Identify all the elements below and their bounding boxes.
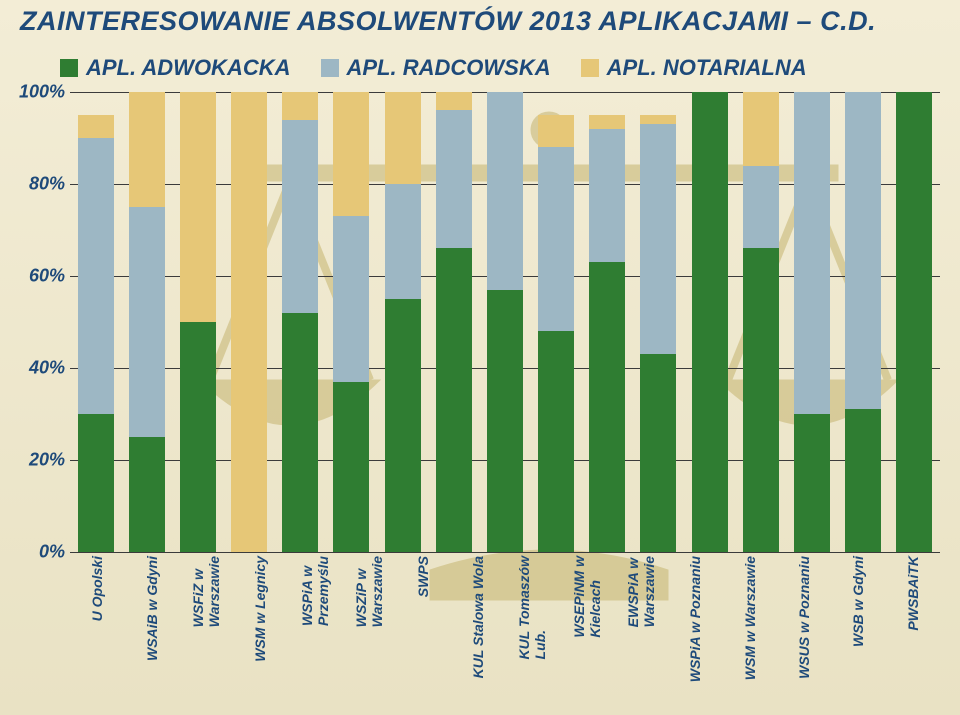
bar-column xyxy=(78,92,114,552)
bar-segment-radcowska xyxy=(78,138,114,414)
bar-segment-radcowska xyxy=(436,110,472,248)
bar-segment-radcowska xyxy=(845,92,881,409)
y-tick-label: 20% xyxy=(5,450,65,471)
bar-segment-adwokacka xyxy=(78,414,114,552)
bar-segment-adwokacka xyxy=(794,414,830,552)
x-tick-label: WSPiA w Poznaniu xyxy=(677,556,713,711)
x-tick-label: EWSPiA w Warszawie xyxy=(623,556,659,711)
legend-item: APL. RADCOWSKA xyxy=(321,55,551,81)
bar-segment-radcowska xyxy=(333,216,369,382)
bar-column xyxy=(845,92,881,552)
bar-segment-radcowska xyxy=(487,92,523,290)
legend-swatch xyxy=(60,59,78,77)
bar-column xyxy=(692,92,728,552)
legend-label: APL. ADWOKACKA xyxy=(86,55,291,81)
legend-swatch xyxy=(581,59,599,77)
legend-swatch xyxy=(321,59,339,77)
bar-column xyxy=(180,92,216,552)
bar-segment-adwokacka xyxy=(282,313,318,552)
bars-container xyxy=(70,92,940,552)
bar-segment-adwokacka xyxy=(385,299,421,552)
x-tick-label: WSAiB w Gdyni xyxy=(134,556,170,711)
bar-segment-radcowska xyxy=(282,120,318,313)
chart-title: ZAINTERESOWANIE ABSOLWENTÓW 2013 APLIKAC… xyxy=(20,6,940,37)
x-tick-label: WSB w Gdyni xyxy=(840,556,876,711)
slide: ZAINTERESOWANIE ABSOLWENTÓW 2013 APLIKAC… xyxy=(0,0,960,715)
legend-label: APL. RADCOWSKA xyxy=(347,55,551,81)
bar-segment-adwokacka xyxy=(640,354,676,552)
chart-area: 0%20%40%60%80%100% xyxy=(70,92,940,552)
bar-segment-adwokacka xyxy=(129,437,165,552)
bar-segment-radcowska xyxy=(589,129,625,262)
x-tick-label: KUL Tomaszów Lub. xyxy=(514,556,550,711)
bar-segment-radcowska xyxy=(385,184,421,299)
bar-segment-adwokacka xyxy=(896,92,932,552)
bar-column xyxy=(487,92,523,552)
bar-segment-adwokacka xyxy=(845,409,881,552)
bar-segment-notarialna xyxy=(282,92,318,120)
legend-label: APL. NOTARIALNA xyxy=(607,55,807,81)
y-tick-label: 60% xyxy=(5,266,65,287)
bar-segment-radcowska xyxy=(794,92,830,414)
bar-segment-adwokacka xyxy=(589,262,625,552)
bar-segment-radcowska xyxy=(129,207,165,437)
bar-segment-notarialna xyxy=(180,92,216,322)
y-tick-label: 80% xyxy=(5,174,65,195)
x-tick-label: WSFiZ w Warszawie xyxy=(188,556,224,711)
x-tick-label: WSEPiNM w Kielcach xyxy=(569,556,605,711)
bar-column xyxy=(436,92,472,552)
bar-column xyxy=(743,92,779,552)
bar-segment-notarialna xyxy=(436,92,472,110)
y-tick-label: 100% xyxy=(5,82,65,103)
x-tick-label: WSZiP w Warszawie xyxy=(351,556,387,711)
bar-column xyxy=(640,92,676,552)
bar-segment-notarialna xyxy=(231,92,267,552)
x-tick-label: WSPiA w Przemyślu xyxy=(297,556,333,711)
bar-segment-notarialna xyxy=(385,92,421,184)
legend-item: APL. NOTARIALNA xyxy=(581,55,807,81)
gridline xyxy=(70,552,940,553)
bar-segment-notarialna xyxy=(743,92,779,166)
bar-segment-notarialna xyxy=(333,92,369,216)
x-tick-label: WSM w Warszawie xyxy=(732,556,768,711)
x-tick-label: WSM w Legnicy xyxy=(242,556,278,711)
bar-segment-adwokacka xyxy=(333,382,369,552)
y-tick-label: 0% xyxy=(5,542,65,563)
y-tick-label: 40% xyxy=(5,358,65,379)
bar-segment-adwokacka xyxy=(436,248,472,552)
bar-segment-radcowska xyxy=(743,166,779,249)
bar-segment-adwokacka xyxy=(692,92,728,552)
bar-column xyxy=(129,92,165,552)
bar-column xyxy=(282,92,318,552)
bar-column xyxy=(794,92,830,552)
x-tick-label: WSUS w Poznaniu xyxy=(786,556,822,711)
x-tick-label: KUL Stalowa Wola xyxy=(460,556,496,711)
bar-column xyxy=(589,92,625,552)
bar-segment-adwokacka xyxy=(538,331,574,552)
bar-segment-notarialna xyxy=(640,115,676,124)
legend-item: APL. ADWOKACKA xyxy=(60,55,291,81)
legend: APL. ADWOKACKA APL. RADCOWSKA APL. NOTARIA… xyxy=(60,55,900,81)
bar-segment-notarialna xyxy=(538,115,574,147)
bar-segment-notarialna xyxy=(78,115,114,138)
bar-segment-adwokacka xyxy=(180,322,216,552)
bar-segment-adwokacka xyxy=(743,248,779,552)
bar-segment-notarialna xyxy=(129,92,165,207)
bar-column xyxy=(538,92,574,552)
x-axis-labels: U Opolski WSAiB w Gdyni WSFiZ w Warszawie W… xyxy=(70,556,940,711)
bar-column xyxy=(385,92,421,552)
x-tick-label: SWPS xyxy=(405,556,441,711)
bar-column xyxy=(333,92,369,552)
bar-column xyxy=(896,92,932,552)
x-tick-label: PWSBAiTK xyxy=(895,556,931,711)
bar-segment-radcowska xyxy=(640,124,676,354)
bar-segment-adwokacka xyxy=(487,290,523,552)
bar-segment-notarialna xyxy=(589,115,625,129)
bar-column xyxy=(231,92,267,552)
bar-segment-radcowska xyxy=(538,147,574,331)
x-tick-label: U Opolski xyxy=(79,556,115,711)
